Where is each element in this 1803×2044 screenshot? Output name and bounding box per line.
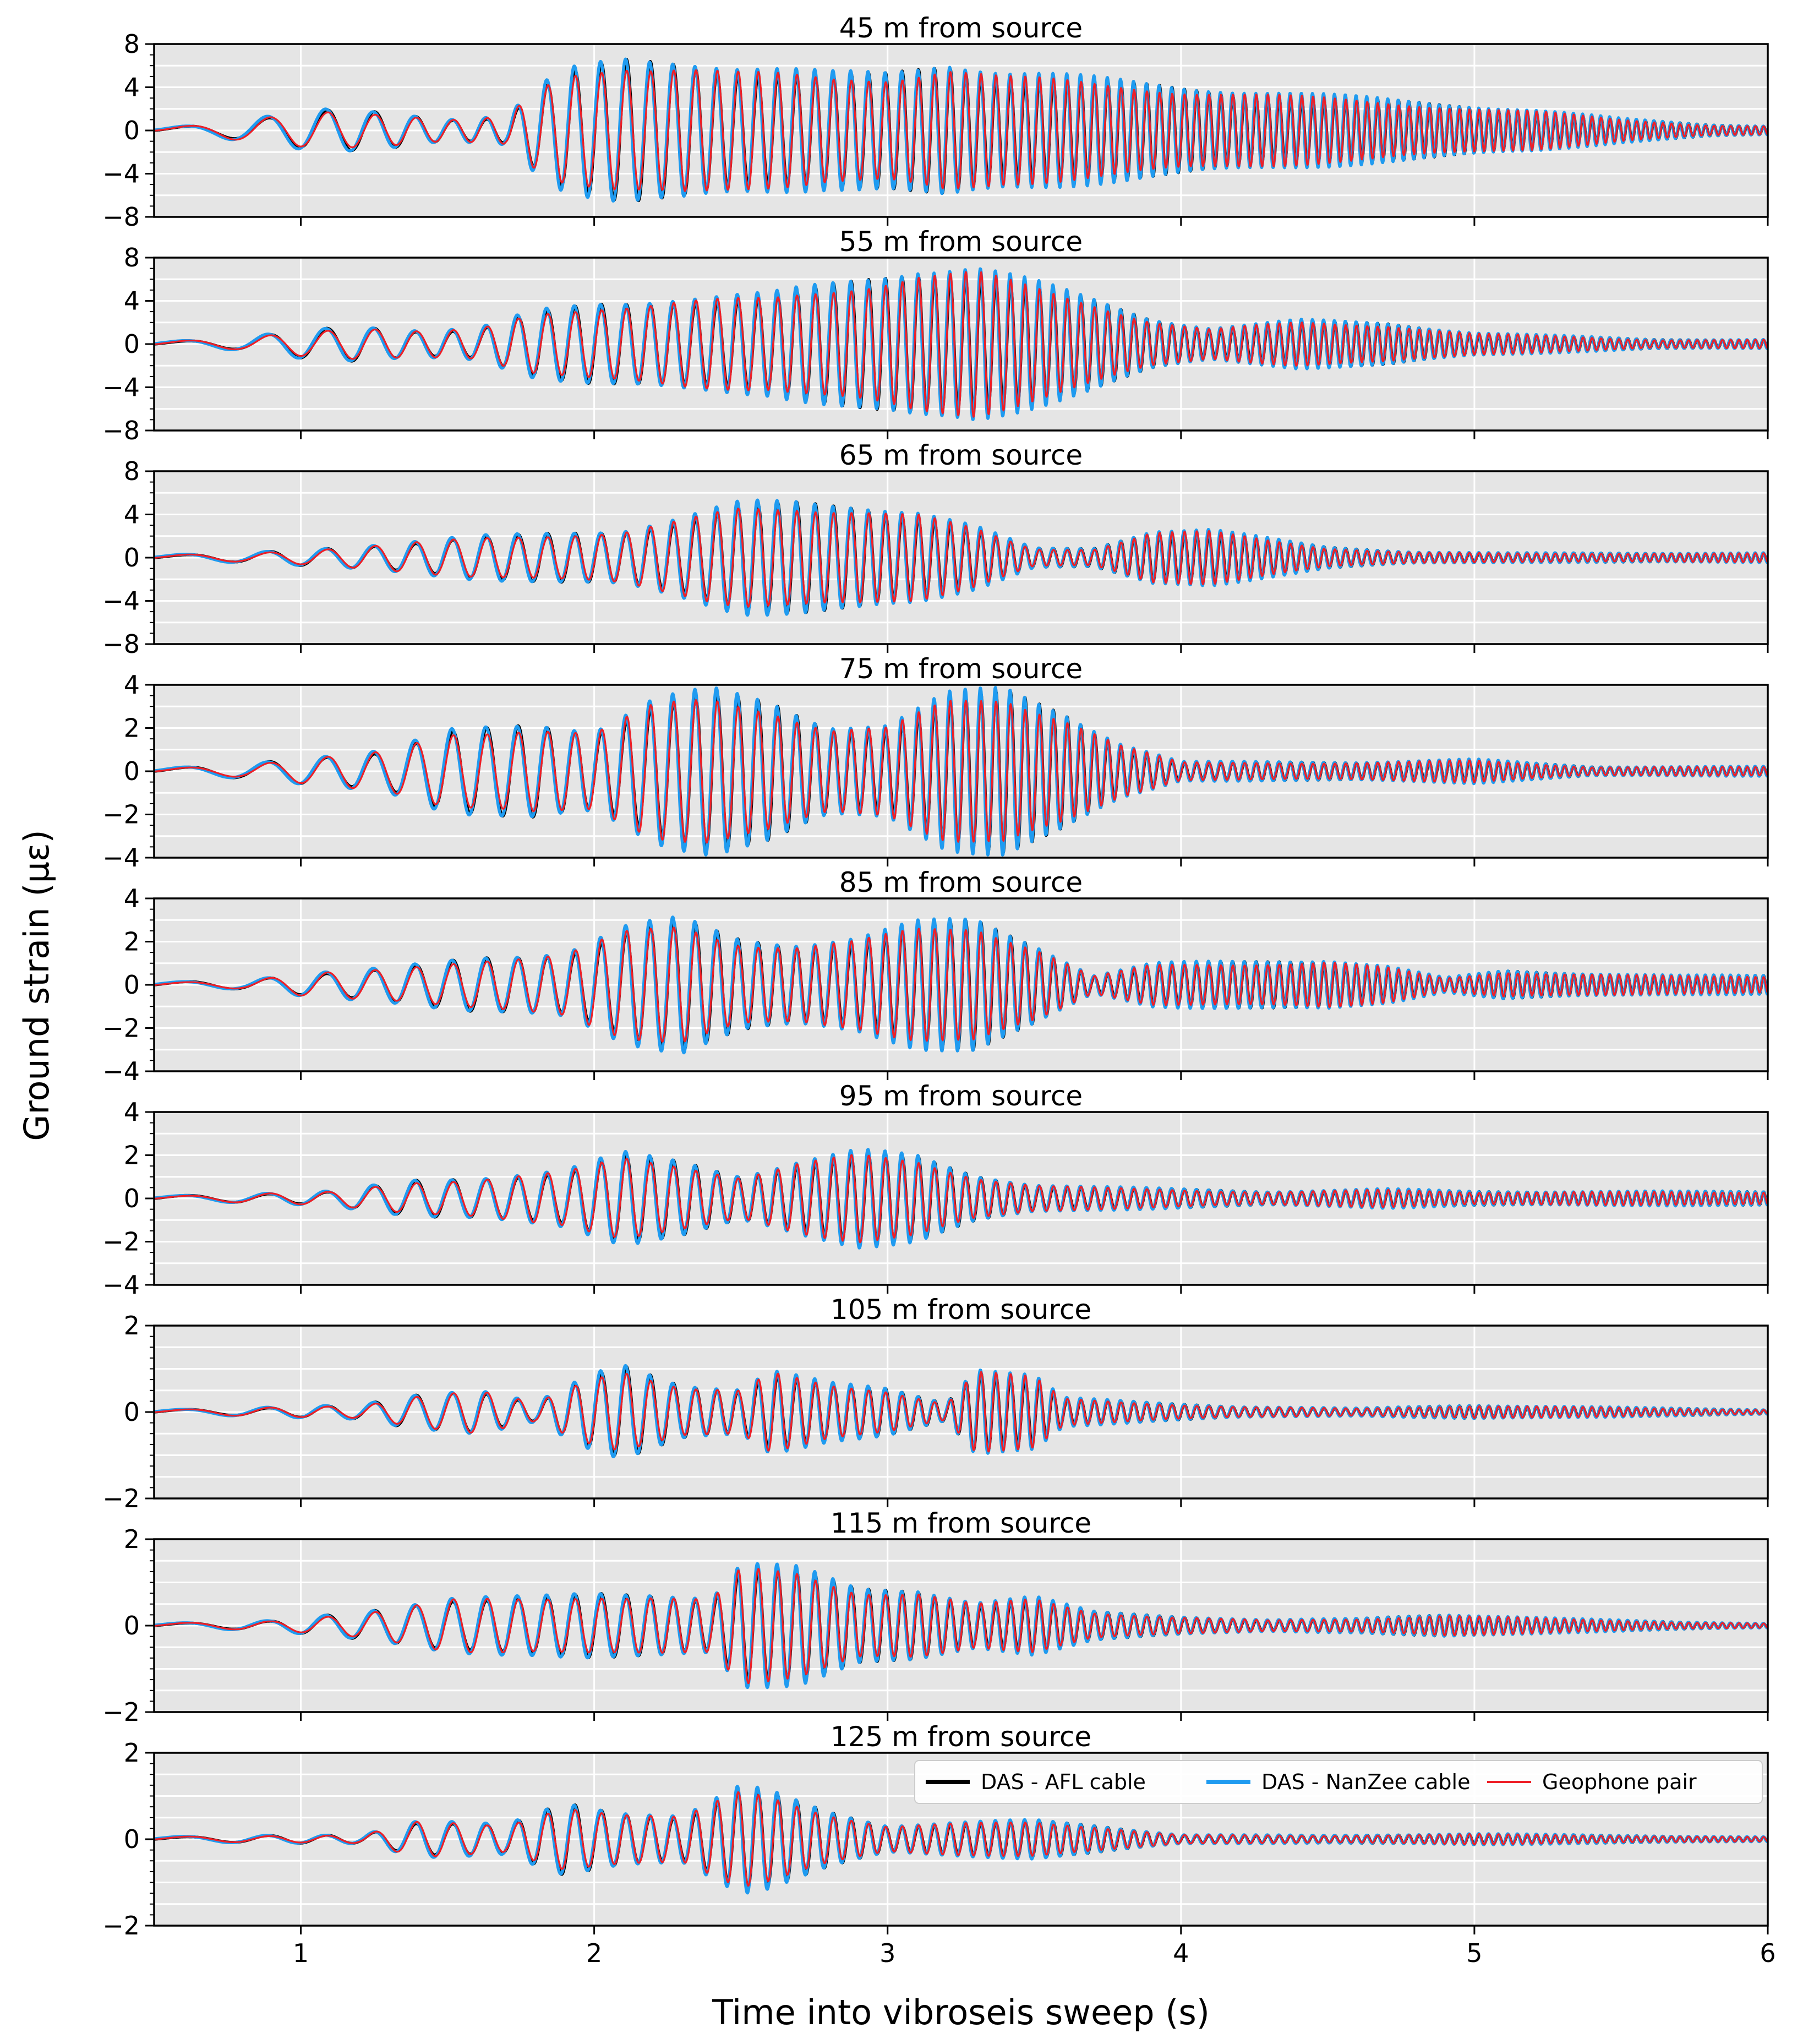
panels-group: 8 4 0 −4 −8 45 m from source 8 4 0 −4 −8 55 m from … [102,12,1775,1968]
y-tick-label: −8 [102,202,140,232]
panel-2: 8 4 0 −4 −8 55 m from source [102,226,1769,445]
y-tick-label: 4 [124,73,140,102]
panel-3: 8 4 0 −4 −8 65 m from source [102,439,1769,659]
y-tick-label: 0 [124,1184,140,1213]
y-axis-label: Ground strain (με) [17,830,57,1141]
legend-label: DAS - NanZee cable [1261,1770,1470,1794]
panel-title: 65 m from source [839,439,1083,471]
y-tick-label: 2 [124,1311,140,1340]
panel-4: 4 2 0 −2 −4 75 m from source [102,653,1769,873]
traces [154,57,1768,203]
x-tick-label: 4 [1173,1938,1189,1968]
x-tick-label: 6 [1760,1938,1775,1968]
traces [154,1785,1768,1895]
legend-box [914,1760,1763,1804]
trace-geophone-pair [154,508,1768,608]
y-tick-label: −8 [102,629,140,659]
y-tick-label: 2 [124,1141,140,1170]
traces [154,1148,1768,1250]
traces [154,1562,1768,1689]
y-tick-label: −8 [102,416,140,445]
panel-1: 8 4 0 −4 −8 45 m from source [102,12,1769,232]
y-tick-label: 0 [124,1397,140,1427]
legend-label: DAS - AFL cable [981,1770,1146,1794]
y-tick-label: 0 [124,1611,140,1640]
x-tick-label: 2 [586,1938,602,1968]
y-tick-label: −2 [102,1227,140,1257]
legend: DAS - AFL cable DAS - NanZee cable Geophon… [914,1760,1763,1804]
trace-geophone-pair [154,1371,1768,1453]
y-tick-label: 0 [124,543,140,573]
y-tick-label: −2 [102,1911,140,1941]
panel-title: 55 m from source [839,226,1083,258]
panel-title: 95 m from source [839,1080,1083,1112]
panel-6: 4 2 0 −2 −4 95 m from source [102,1080,1769,1300]
traces [154,498,1768,617]
trace-geophone-pair [154,1791,1768,1887]
trace-geophone-pair [154,271,1768,418]
y-tick-label: 4 [124,500,140,530]
y-tick-label: 8 [124,243,140,272]
x-tick-label: 3 [879,1938,895,1968]
panel-title: 125 m from source [831,1721,1091,1753]
y-tick-label: −4 [102,586,140,616]
y-tick-label: −2 [102,800,140,830]
trace-geophone-pair [154,926,1768,1043]
panel-8: 2 0 −2 115 m from source [102,1507,1769,1727]
y-tick-label: 4 [124,1097,140,1127]
y-tick-label: 0 [124,116,140,145]
y-tick-label: 0 [124,1824,140,1854]
traces [154,1364,1768,1458]
x-axis-label: Time into vibroseis sweep (s) [712,1992,1210,2032]
panel-title: 45 m from source [839,12,1083,44]
y-tick-label: −2 [102,1697,140,1727]
y-tick-label: −4 [102,1270,140,1300]
panel-5: 4 2 0 −2 −4 85 m from source [102,866,1769,1086]
x-tick-label: 1 [293,1938,309,1968]
y-tick-label: −4 [102,159,140,189]
y-tick-label: 2 [124,927,140,957]
y-tick-label: 8 [124,456,140,486]
panel-title: 75 m from source [839,653,1083,685]
panel-title: 115 m from source [831,1507,1091,1539]
y-tick-label: 4 [124,286,140,316]
y-tick-label: 4 [124,884,140,913]
y-tick-label: −4 [102,373,140,402]
y-tick-label: 2 [124,1524,140,1554]
y-tick-label: 2 [124,713,140,743]
y-tick-label: 0 [124,970,140,1000]
x-tick-label: 5 [1466,1938,1482,1968]
y-tick-label: −4 [102,843,140,873]
y-tick-label: −2 [102,1013,140,1043]
panel-7: 2 0 −2 105 m from source [102,1294,1769,1513]
traces [154,915,1768,1055]
trace-geophone-pair [154,1154,1768,1244]
panel-title: 105 m from source [831,1294,1091,1326]
y-tick-label: 0 [124,329,140,359]
y-tick-label: −4 [102,1056,140,1086]
trace-geophone-pair [154,699,1768,844]
legend-label: Geophone pair [1542,1770,1697,1794]
trace-geophone-pair [154,69,1768,192]
traces [154,685,1768,857]
panel-title: 85 m from source [839,866,1083,898]
y-tick-label: 2 [124,1738,140,1768]
y-tick-label: 0 [124,756,140,786]
traces [154,267,1768,421]
y-tick-label: 8 [124,29,140,59]
panel-9: 2 0 −2 1 2 3 4 5 6 125 m from source [102,1721,1775,1968]
y-tick-label: 4 [124,670,140,700]
y-tick-label: −2 [102,1484,140,1513]
trace-geophone-pair [154,1568,1768,1685]
